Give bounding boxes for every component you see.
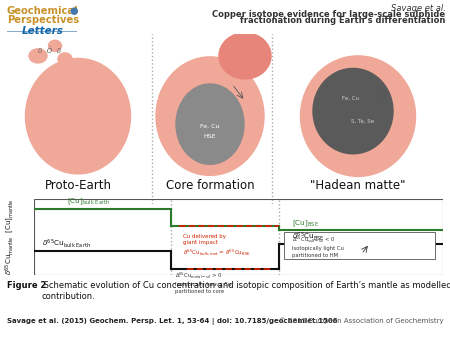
Text: HSE: HSE	[204, 134, 216, 139]
Text: [Cu]$_{\mathrm{bulk\ Earth}}$: [Cu]$_{\mathrm{bulk\ Earth}}$	[67, 196, 109, 207]
Ellipse shape	[26, 58, 130, 174]
Text: Savage et al.: Savage et al.	[391, 4, 446, 13]
Bar	[284, 232, 435, 259]
Ellipse shape	[313, 68, 393, 154]
Text: Proto-Earth: Proto-Earth	[45, 179, 112, 192]
Text: "Hadean matte": "Hadean matte"	[310, 179, 406, 192]
Text: Schematic evolution of Cu concentration and isotopic composition of Earth’s mant: Schematic evolution of Cu concentration …	[41, 281, 450, 300]
Text: $\delta^{65}$Cu$_{\mathrm{bulk\ Earth}}$: $\delta^{65}$Cu$_{\mathrm{bulk\ Earth}}$	[42, 237, 91, 249]
Text: Figure 2: Figure 2	[7, 281, 46, 290]
Ellipse shape	[58, 53, 72, 65]
Text: Letters: Letters	[22, 26, 63, 36]
Ellipse shape	[176, 84, 244, 164]
Text: $\delta^{65}$Cu$_{\mathrm{BSE}}$: $\delta^{65}$Cu$_{\mathrm{BSE}}$	[292, 230, 324, 243]
Ellipse shape	[29, 49, 47, 63]
Ellipse shape	[301, 56, 415, 176]
Text: $\delta^{65}$Cu$_{\mathrm{mantle}}$  [Cu]$_{\mathrm{mantle}}$: $\delta^{65}$Cu$_{\mathrm{mantle}}$ [Cu]…	[4, 198, 16, 275]
Text: Fe, Cu: Fe, Cu	[200, 124, 220, 129]
Text: $\Delta^{65}$Cu$_{\mathrm{sulf-sil}}$ < 0
Isotopically light Cu
partitioned to H: $\Delta^{65}$Cu$_{\mathrm{sulf-sil}}$ < …	[292, 235, 344, 258]
Text: [Cu]$_{\mathrm{BSE}}$: [Cu]$_{\mathrm{BSE}}$	[292, 219, 319, 229]
Text: δ  Õ  δ: δ Õ δ	[39, 48, 62, 54]
Text: S, Te, Se: S, Te, Se	[351, 119, 374, 124]
Text: Cu delivered by
giant impact
$\delta^{65}$Cu$_{\mathrm{bulk,met}}$ = $\delta^{65: Cu delivered by giant impact $\delta^{65…	[183, 234, 251, 257]
Ellipse shape	[219, 33, 271, 79]
Ellipse shape	[49, 40, 62, 51]
Text: ●: ●	[70, 6, 78, 16]
Text: Copper isotope evidence for large-scale sulphide: Copper isotope evidence for large-scale …	[212, 10, 446, 19]
Text: Core formation: Core formation	[166, 179, 254, 192]
Text: Fe, Cu: Fe, Cu	[342, 96, 359, 101]
Text: Savage et al. (2015) Geochem. Persp. Let. 1, 53-64 | doi: 10.7185/geochemlet.150: Savage et al. (2015) Geochem. Persp. Let…	[7, 318, 337, 325]
Ellipse shape	[156, 57, 264, 175]
Text: Geochemical: Geochemical	[7, 6, 78, 16]
Text: © 2015 European Association of Geochemistry: © 2015 European Association of Geochemis…	[279, 318, 443, 324]
Text: Perspectives: Perspectives	[7, 15, 79, 25]
Text: fractionation during Earth’s differentiation: fractionation during Earth’s differentia…	[240, 16, 446, 25]
Text: $\Delta^{65}$Cu$_{\mathrm{metal-sil}}$ > 0
Isotopically heavy Cu
partitioned to : $\Delta^{65}$Cu$_{\mathrm{metal-sil}}$ >…	[175, 270, 231, 294]
